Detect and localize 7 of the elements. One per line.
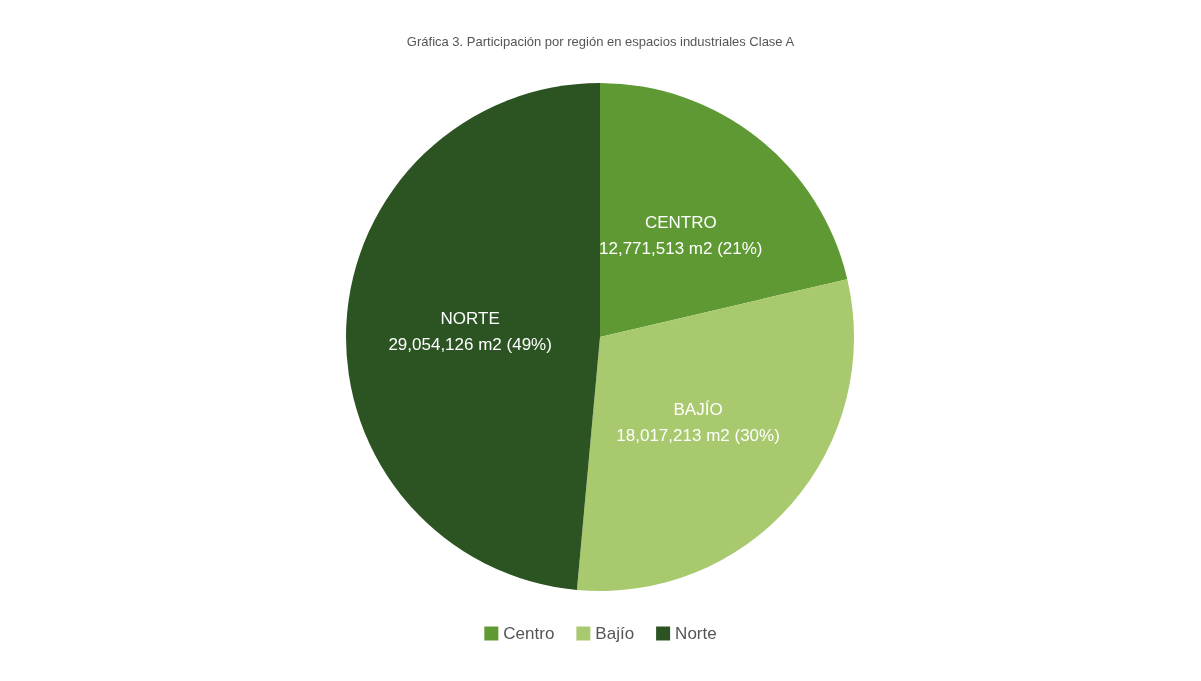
legend-label: Norte — [675, 624, 717, 643]
data-label: BAJÍO 18,017,213 m2 (30%) — [616, 399, 780, 445]
legend-label: Bajío — [595, 624, 635, 643]
legend-label: Centro — [503, 624, 555, 643]
chart-title: Gráfica 3. Participación por región en espacios industriales Clase A — [406, 34, 795, 49]
data-label: NORTE 29,054,126 m2 (49%) — [388, 308, 552, 354]
data-label: CENTRO 12,771,513 m2 (21%) — [599, 212, 763, 258]
